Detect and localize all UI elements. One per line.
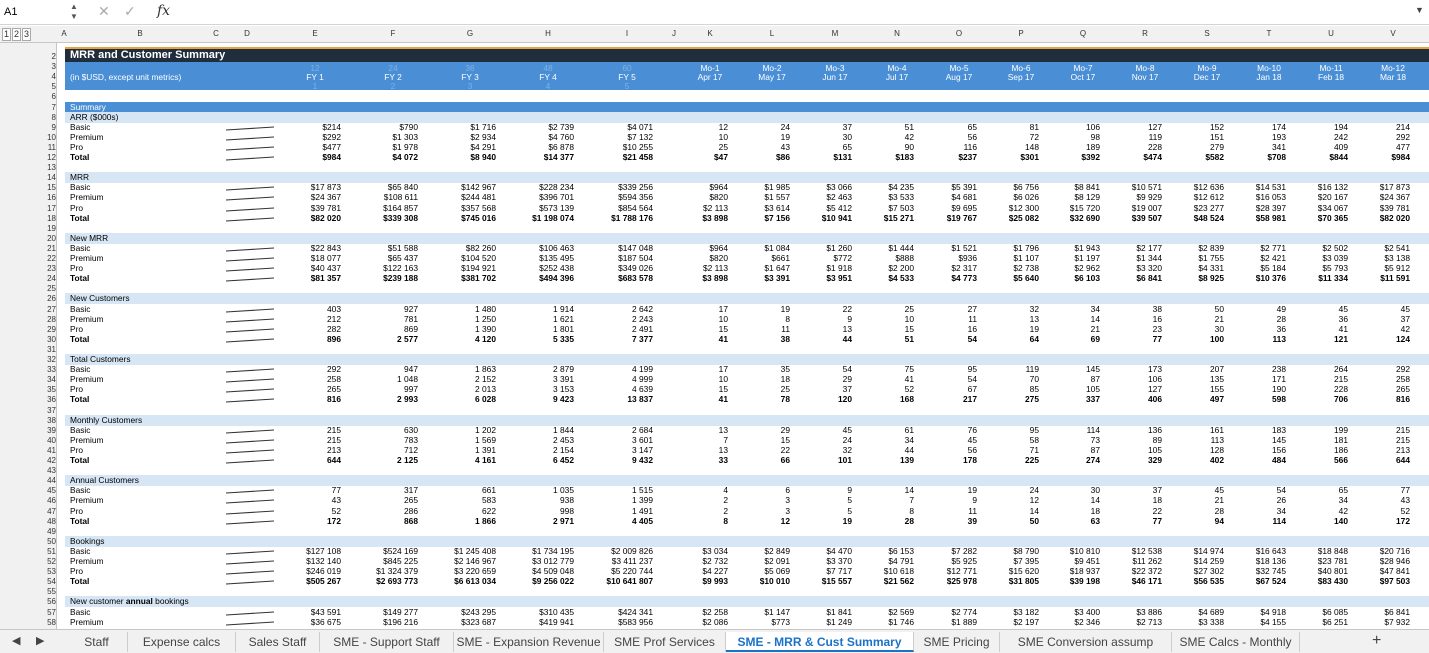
column-header-o[interactable]: O xyxy=(955,29,963,38)
column-header-b[interactable]: B xyxy=(137,29,143,38)
column-header-g[interactable]: G xyxy=(466,29,474,38)
column-header-l[interactable]: L xyxy=(769,29,775,38)
function-icon[interactable]: fx xyxy=(157,3,171,19)
add-sheet-button[interactable]: + xyxy=(1372,632,1382,649)
column-header-h[interactable]: H xyxy=(545,29,551,38)
name-box-stepper-icon[interactable]: ▲ ▼ xyxy=(70,2,78,21)
sheet-tab[interactable]: SME - Support Staff xyxy=(320,632,454,652)
column-header-d[interactable]: D xyxy=(244,29,250,38)
sheet-tab[interactable]: SME Prof Services xyxy=(604,632,726,652)
name-box[interactable]: A1 xyxy=(4,6,18,18)
column-header-a[interactable]: A xyxy=(61,29,67,38)
column-header-q[interactable]: Q xyxy=(1079,29,1087,38)
formula-input[interactable] xyxy=(185,3,1405,21)
sheet-tab-bar: ◀ ▶ Staff Expense calcs Sales Staff SME - S… xyxy=(0,629,1429,653)
next-sheet-icon[interactable]: ▶ xyxy=(36,635,45,647)
sheet-tab[interactable]: Expense calcs xyxy=(128,632,236,652)
sheet-tab[interactable]: SME - Expansion Revenue xyxy=(454,632,604,652)
sheet-tab[interactable]: SME Calcs - Monthly xyxy=(1172,632,1300,652)
sheet-tab[interactable]: SME Conversion assump xyxy=(1000,632,1172,652)
chevron-down-icon[interactable]: ▼ xyxy=(1415,5,1424,15)
column-header-c[interactable]: C xyxy=(213,29,219,38)
column-header-m[interactable]: M xyxy=(831,29,839,38)
column-header-r[interactable]: R xyxy=(1142,29,1148,38)
column-header-e[interactable]: E xyxy=(312,29,318,38)
prev-sheet-icon[interactable]: ◀ xyxy=(12,635,21,647)
column-header-i[interactable]: I xyxy=(625,29,629,38)
formula-bar: A1 ▲ ▼ ✕ ✓ fx ▼ xyxy=(0,0,1429,25)
sheet-tab[interactable]: SME Pricing xyxy=(914,632,1000,652)
column-header-v[interactable]: V xyxy=(1390,29,1396,38)
outline-level-3[interactable]: 3 xyxy=(22,28,31,41)
column-header-s[interactable]: S xyxy=(1204,29,1210,38)
column-header-t[interactable]: T xyxy=(1266,29,1272,38)
outline-level-1[interactable]: 1 xyxy=(2,28,11,41)
column-header-p[interactable]: P xyxy=(1018,29,1024,38)
worksheet-grid[interactable] xyxy=(57,43,1429,629)
outline-level-2[interactable]: 2 xyxy=(12,28,21,41)
column-header-f[interactable]: F xyxy=(390,29,396,38)
sheet-tab[interactable]: Sales Staff xyxy=(236,632,320,652)
column-header-n[interactable]: N xyxy=(894,29,900,38)
sheet-tab[interactable]: SME - MRR & Cust Summary xyxy=(726,632,914,652)
confirm-icon[interactable]: ✓ xyxy=(124,3,136,19)
column-header-k[interactable]: K xyxy=(707,29,713,38)
column-header-u[interactable]: U xyxy=(1328,29,1334,38)
sheet-tab[interactable]: Staff xyxy=(66,632,128,652)
cancel-icon[interactable]: ✕ xyxy=(98,3,110,19)
column-header-j[interactable]: J xyxy=(672,29,676,38)
row-headers xyxy=(0,43,57,629)
